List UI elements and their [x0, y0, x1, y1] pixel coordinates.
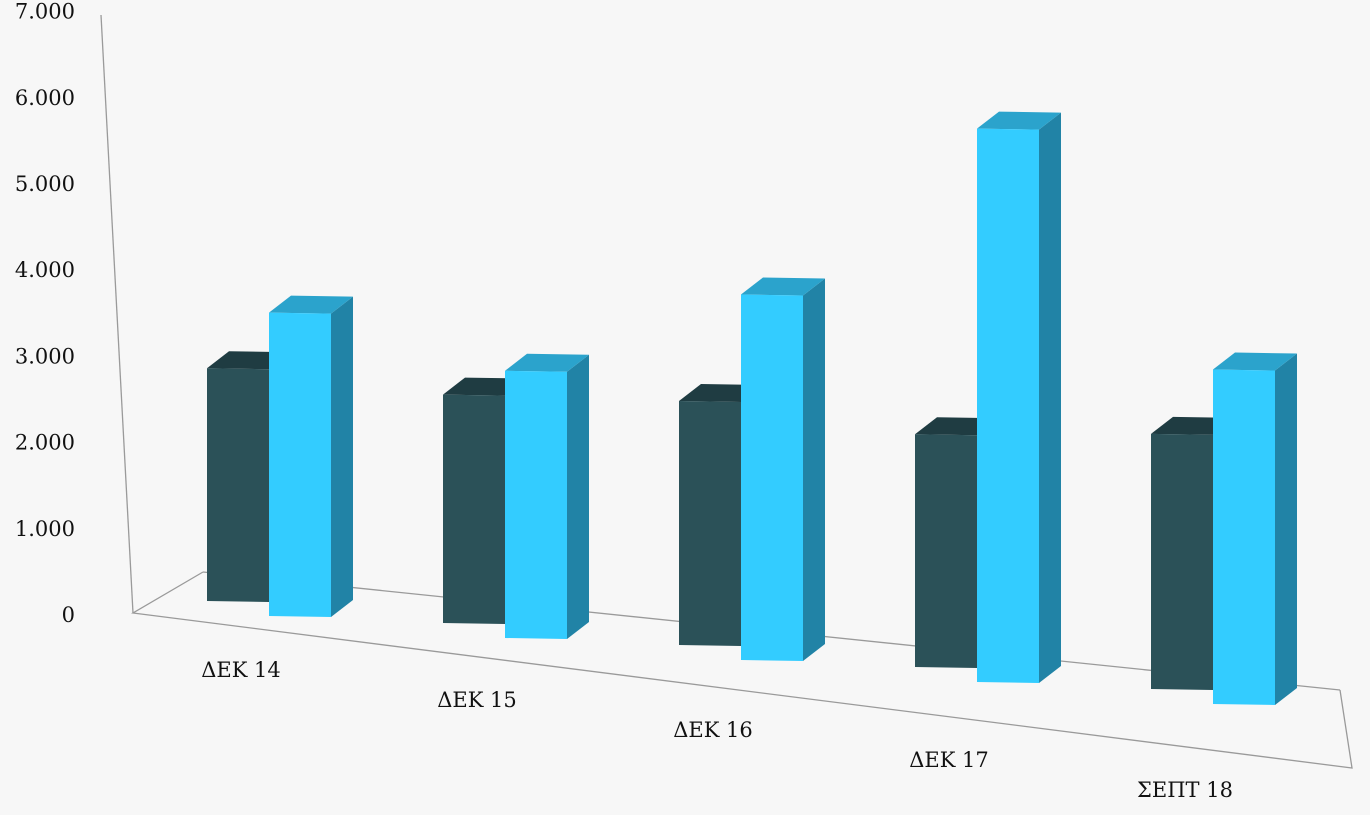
- bar-2-3: [741, 277, 825, 661]
- bar-front-face: [741, 294, 803, 661]
- x-tick-labels: ΔΕΚ 14 ΔΕΚ 15 ΔΕΚ 16 ΔΕΚ 17 ΣΕΠΤ 18: [201, 658, 1233, 802]
- floor-outline: [131, 571, 1353, 769]
- bar-front-face: [1151, 433, 1213, 690]
- y-tick-label: 4.000: [15, 258, 75, 282]
- bar-front-face: [505, 370, 567, 639]
- bars: [207, 111, 1297, 705]
- bar-side-face: [1275, 353, 1297, 705]
- x-tick-label: ΔΕΚ 16: [673, 718, 753, 742]
- bar-top-face: [269, 295, 353, 314]
- bar-side-face: [1039, 112, 1061, 683]
- bar-2-5: [1213, 352, 1297, 705]
- y-tick-label: 3.000: [15, 344, 75, 368]
- bar-front-face: [269, 312, 331, 617]
- y-tick-label: 5.000: [15, 172, 75, 196]
- x-tick-label: ΔΕΚ 15: [437, 688, 517, 712]
- x-tick-label: ΔΕΚ 14: [201, 658, 281, 682]
- bar-top-face: [505, 353, 589, 372]
- y-axis-line: [100, 14, 134, 614]
- y-tick-label: 1.000: [15, 517, 75, 541]
- bar-top-face: [977, 111, 1061, 130]
- bar-front-face: [1213, 369, 1275, 705]
- bar-side-face: [567, 354, 589, 639]
- bar-2-1: [269, 295, 353, 617]
- bar-front-face: [977, 128, 1039, 683]
- x-tick-label: ΔΕΚ 17: [909, 748, 989, 772]
- y-tick-label: 0: [62, 603, 75, 627]
- y-tick-label: 7.000: [15, 0, 75, 24]
- bar-front-face: [679, 401, 741, 646]
- bar-top-face: [741, 277, 825, 296]
- bar-front-face: [915, 434, 977, 668]
- y-tick-label: 6.000: [15, 86, 75, 110]
- bar-2-2: [505, 353, 589, 639]
- y-tick-labels: 0 1.000 2.000 3.000 4.000 5.000 6.000 7.000: [15, 0, 75, 627]
- y-tick-label: 2.000: [15, 431, 75, 455]
- bar-side-face: [331, 296, 353, 617]
- bar-top-face: [1213, 352, 1297, 371]
- bar-front-face: [207, 368, 269, 602]
- x-tick-label: ΣΕΠΤ 18: [1137, 778, 1233, 802]
- bar-2-4: [977, 111, 1061, 683]
- bar-side-face: [803, 278, 825, 661]
- bar-front-face: [443, 394, 505, 624]
